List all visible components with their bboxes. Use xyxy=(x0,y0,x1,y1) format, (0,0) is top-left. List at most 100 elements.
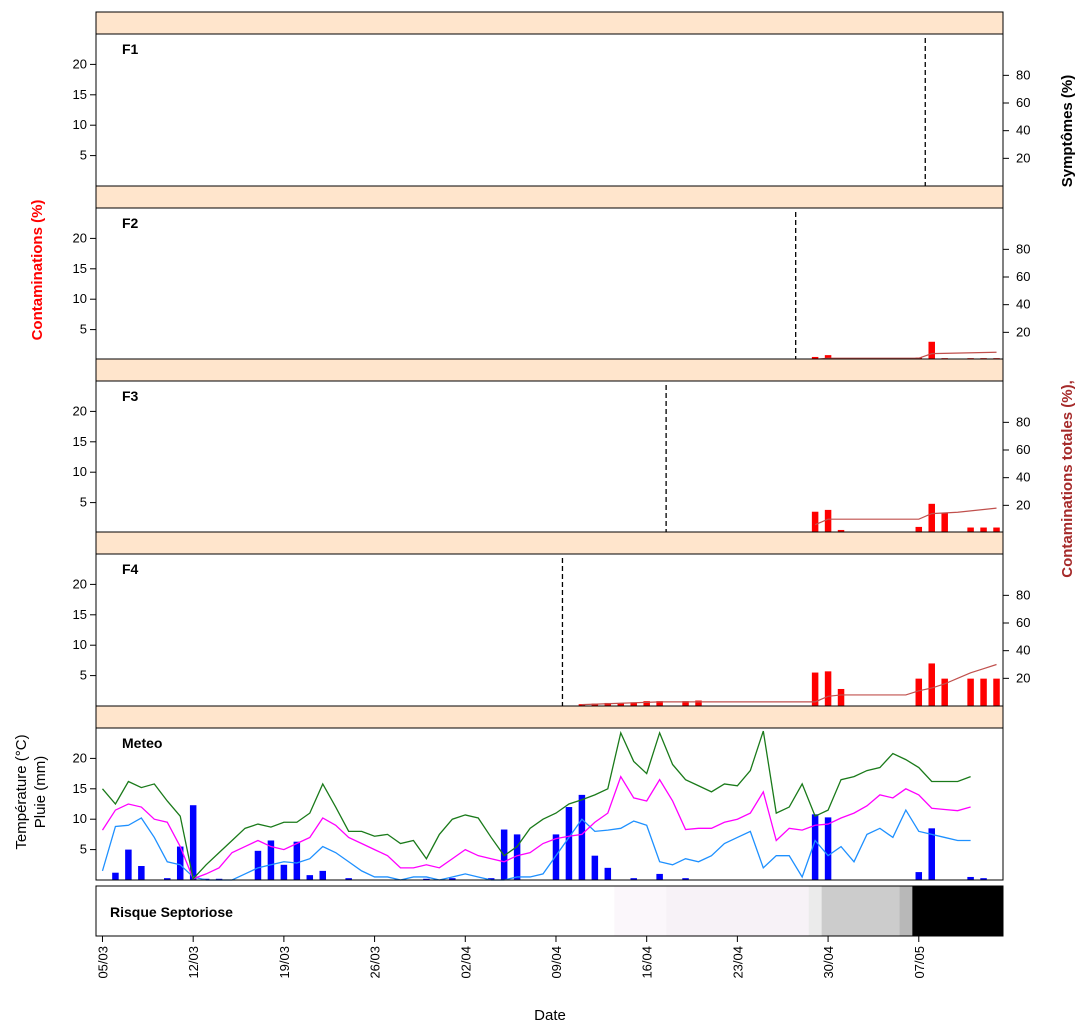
rain-bar xyxy=(552,834,560,880)
contamination-bar xyxy=(928,663,935,706)
right-tick-label: 80 xyxy=(1016,414,1030,429)
rain-bar xyxy=(267,840,275,880)
rain-bar xyxy=(176,846,184,880)
left-tick-label: 10 xyxy=(73,637,87,652)
rain-bar xyxy=(423,878,430,880)
x-tick-label: 23/04 xyxy=(730,946,745,979)
rain-bar xyxy=(138,866,145,880)
rain-bar xyxy=(980,878,987,880)
left-tick-label: 5 xyxy=(80,668,87,683)
rain-bar xyxy=(112,872,119,880)
right-tick-label: 60 xyxy=(1016,615,1030,630)
panel-name: F3 xyxy=(122,388,139,404)
contamination-bar xyxy=(915,526,923,533)
risk-band xyxy=(96,886,615,936)
rain-bar xyxy=(656,873,663,880)
x-tick-label: 07/05 xyxy=(912,946,927,979)
x-tick-label: 16/04 xyxy=(640,946,655,979)
panel-frames xyxy=(95,11,1004,937)
left-tick-label: 20 xyxy=(73,230,87,245)
left-tick-label: 10 xyxy=(73,464,87,479)
risk-band xyxy=(666,886,809,936)
right-axis-title-symptoms: Symptômes (%) xyxy=(1059,75,1076,188)
x-tick-label: 12/03 xyxy=(186,946,201,979)
right-tick-label: 80 xyxy=(1016,241,1030,256)
rain-bar xyxy=(604,867,612,880)
contamination-bar xyxy=(811,511,819,533)
right-tick-label: 60 xyxy=(1016,95,1030,110)
panel-strip-3 xyxy=(95,531,1004,555)
right-tick-label: 40 xyxy=(1016,297,1030,312)
x-axis-title: Date xyxy=(534,1007,566,1024)
cumulative-line xyxy=(814,507,997,526)
contamination-bar xyxy=(630,702,637,706)
panel-strip-4 xyxy=(95,705,1004,729)
contamination-bar xyxy=(928,341,935,360)
panel-f2: F2 5 10 15 20 20 40 60 80 xyxy=(73,212,1030,360)
right-tick-label: 20 xyxy=(1016,150,1030,165)
contamination-bar xyxy=(993,527,1000,533)
contamination-bar xyxy=(811,356,819,360)
x-tick-label: 05/03 xyxy=(95,946,110,979)
rain-bar xyxy=(319,870,326,880)
contamination-bar xyxy=(941,678,948,706)
rain-bar xyxy=(293,841,301,880)
right-axis-title-cumulative: Contaminations totales (%), xyxy=(1059,380,1076,578)
contamination-bar xyxy=(682,701,689,706)
contamination-bar xyxy=(604,702,612,706)
right-tick-label: 40 xyxy=(1016,643,1030,658)
temp-min-line xyxy=(101,808,971,881)
right-tick-label: 60 xyxy=(1016,269,1030,284)
rain-bar xyxy=(449,878,456,880)
rain-bar xyxy=(513,834,521,880)
contamination-bar xyxy=(837,688,845,706)
left-tick-label: 10 xyxy=(73,811,87,826)
panel-name: F2 xyxy=(122,215,139,231)
contamination-bar xyxy=(578,704,586,706)
panel-f4: F4 5 10 15 20 20 40 60 80 xyxy=(73,558,1030,706)
contamination-bar xyxy=(656,701,663,706)
temp-mean-line xyxy=(101,775,971,880)
contamination-bar xyxy=(837,529,845,533)
rain-bar xyxy=(487,878,495,880)
left-tick-label: 5 xyxy=(80,495,87,510)
risk-band xyxy=(808,886,822,936)
panel-name: F4 xyxy=(122,561,139,577)
contamination-bar xyxy=(824,355,832,360)
risk-band xyxy=(899,886,913,936)
panel-f3: F3 5 10 15 20 20 40 60 80 xyxy=(73,385,1030,533)
rain-bar xyxy=(578,794,586,880)
right-tick-label: 20 xyxy=(1016,324,1030,339)
contamination-bar xyxy=(643,701,650,706)
risk-band xyxy=(821,886,900,936)
rain-bar xyxy=(254,850,262,880)
right-tick-label: 40 xyxy=(1016,470,1030,485)
contamination-bar xyxy=(811,672,819,706)
x-tick-label: 19/03 xyxy=(277,946,292,979)
left-tick-label: 5 xyxy=(80,322,87,337)
left-tick-label: 10 xyxy=(73,291,87,306)
x-axis: 05/03 12/03 19/03 26/03 02/04 09/04 16/04 23/04… xyxy=(95,936,927,979)
panel-name: Meteo xyxy=(122,735,162,751)
rain-bar xyxy=(306,875,314,880)
panel-frame-1 xyxy=(95,207,1004,361)
temp-max-line xyxy=(101,730,971,881)
risk-band xyxy=(912,886,1003,936)
panel-strip-0 xyxy=(95,11,1004,35)
left-tick-label: 10 xyxy=(73,117,87,132)
left-tick-label: 15 xyxy=(73,87,87,102)
rain-bar xyxy=(915,872,923,880)
left-tick-label: 20 xyxy=(73,403,87,418)
right-tick-label: 20 xyxy=(1016,670,1030,685)
rain-bar xyxy=(824,817,832,880)
panel-meteo: Meteo 5 10 15 20 xyxy=(73,730,987,881)
x-tick-label: 02/04 xyxy=(458,946,473,979)
rain-bar xyxy=(125,849,132,880)
panel-frame-3 xyxy=(95,553,1004,707)
rain-bar xyxy=(928,828,935,880)
right-tick-label: 80 xyxy=(1016,587,1030,602)
panel-frame-4 xyxy=(95,727,1004,881)
panel-name: F1 xyxy=(122,41,139,57)
rain-bar xyxy=(345,878,352,880)
panel-f1: F1 5 10 15 20 20 40 60 80 xyxy=(73,38,1030,186)
